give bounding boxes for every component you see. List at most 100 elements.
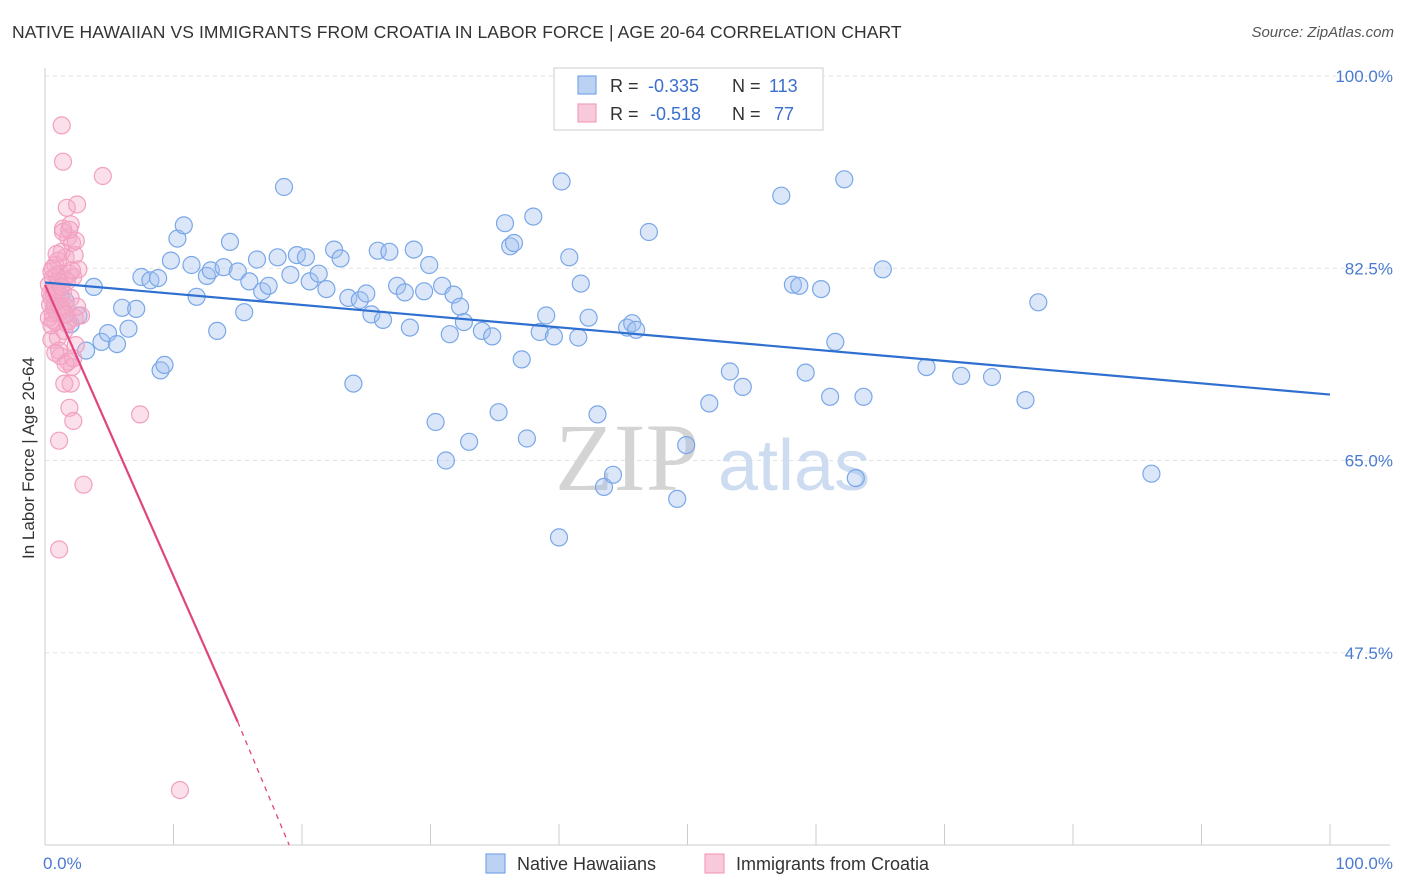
watermark: ZIP atlas [555,404,870,511]
grid-lines [45,75,1390,654]
croatia-point-72 [47,244,66,264]
series-legend: Native Hawaiians Immigrants from Croatia [485,853,930,874]
legend-n-label-blue: N = [732,76,761,96]
trend-lines [43,281,1331,846]
native-hawaiians-point-94 [772,186,791,205]
native-hawaiians-point-110 [1142,464,1161,483]
native-hawaiians-point-77 [552,172,571,191]
native-hawaiians-point-68 [495,214,515,233]
native-hawaiians-point-25 [208,321,227,340]
native-hawaiians-point-46 [350,291,369,310]
native-hawaiians-point-18 [161,251,180,270]
native-hawaiians-point-27 [220,232,240,251]
legend-swatch-blue [577,75,597,95]
native-hawaiians-point-15 [149,269,168,288]
native-hawaiians-point-34 [268,248,287,267]
legend-r-value-pink: -0.518 [650,104,701,124]
native-hawaiians-point-53 [395,283,414,302]
x-tick-labels: 0.0% 100.0% [43,854,1393,873]
native-hawaiians-point-55 [404,240,423,259]
croatia-point-46 [52,116,71,135]
native-hawaiians-point-50 [373,310,393,329]
native-hawaiians-point-101 [835,170,854,189]
native-hawaiians-point-103 [854,387,873,406]
native-hawaiians-point-73 [524,207,543,226]
native-hawaiians-point-31 [247,250,267,269]
native-hawaiians-point-47 [357,284,376,303]
native-hawaiians-point-64 [460,432,479,451]
native-hawaiians-point-63 [454,313,473,332]
native-hawaiians-point-43 [331,249,350,268]
native-hawaiians-point-84 [603,465,623,484]
native-hawaiians-point-80 [571,274,590,293]
native-hawaiians-point-54 [400,318,419,337]
axes [44,68,1390,846]
native-hawaiians-point-66 [483,327,502,346]
native-hawaiians-point-89 [668,489,687,508]
legend-swatch-pink [577,103,597,123]
croatia-point-50 [49,431,69,450]
legend-r-value-blue: -0.335 [648,76,699,96]
native-hawaiians-point-108 [1016,391,1035,410]
native-hawaiians-point-70 [504,233,524,253]
x-tick-label-1: 100.0% [1335,854,1393,873]
y-tick-label-3: 100.0% [1335,67,1393,86]
native-hawaiians-point-74 [530,322,549,342]
native-hawaiians-trend-line [44,281,1331,396]
croatia-point-42 [67,195,87,214]
croatia-point-47 [53,152,73,171]
series-immigrants-from-croatia [39,116,189,800]
native-hawaiians-point-72 [517,429,537,448]
native-hawaiians-point-11 [119,319,138,338]
croatia-point-49 [131,405,150,424]
stats-legend-box [553,67,824,131]
native-hawaiians-point-106 [952,366,971,385]
native-hawaiians-point-9 [107,335,127,354]
croatia-point-40 [66,231,85,250]
native-hawaiians-point-91 [700,394,719,413]
native-hawaiians-point-105 [917,358,936,377]
native-hawaiians-point-20 [174,216,193,235]
native-hawaiians-point-28 [228,262,247,281]
series-native-hawaiians [46,170,1161,547]
chart-title: NATIVE HAWAIIAN VS IMMIGRANTS FROM CROAT… [12,22,902,42]
native-hawaiians-point-51 [380,242,399,261]
croatia-point-69 [60,220,79,239]
legend-n-label-pink: N = [732,104,761,124]
native-hawaiians-point-12 [127,299,146,318]
croatia-point-52 [170,780,189,800]
native-hawaiians-point-41 [317,280,336,299]
croatia-trend-line-extension [237,721,290,846]
native-hawaiians-point-88 [639,222,659,242]
watermark-atlas: atlas [718,426,870,506]
native-hawaiians-point-65 [472,321,491,340]
native-hawaiians-point-78 [560,248,579,267]
native-hawaiians-point-76 [544,327,564,346]
native-hawaiians-point-67 [489,403,508,422]
bottom-legend-label-blue: Native Hawaiians [517,854,656,874]
croatia-point-67 [43,259,62,278]
native-hawaiians-point-95 [783,275,803,294]
native-hawaiians-point-96 [790,276,809,295]
source-label: Source: ZipAtlas.com [1251,24,1394,41]
native-hawaiians-point-93 [733,377,752,396]
watermark-zip: ZIP [555,404,699,511]
native-hawaiians-point-71 [512,350,531,369]
native-hawaiians-point-29 [235,303,254,322]
croatia-point-23 [55,374,74,393]
croatia-point-51 [49,540,69,559]
native-hawaiians-point-40 [309,264,328,283]
native-hawaiians-point-107 [982,367,1002,387]
native-hawaiians-point-75 [537,306,556,325]
stats-legend: R = -0.335 N = 113 R = -0.518 N = 77 [553,67,824,131]
native-hawaiians-point-56 [415,282,434,301]
croatia-point-64 [61,374,80,393]
native-hawaiians-point-35 [274,177,294,197]
native-hawaiians-point-30 [240,272,259,291]
legend-n-value-blue: 113 [769,76,798,96]
bottom-legend-swatch-blue [485,853,506,874]
native-hawaiians-point-81 [579,308,598,327]
croatia-point-43 [69,260,88,279]
y-tick-label-2: 82.5% [1345,259,1393,278]
